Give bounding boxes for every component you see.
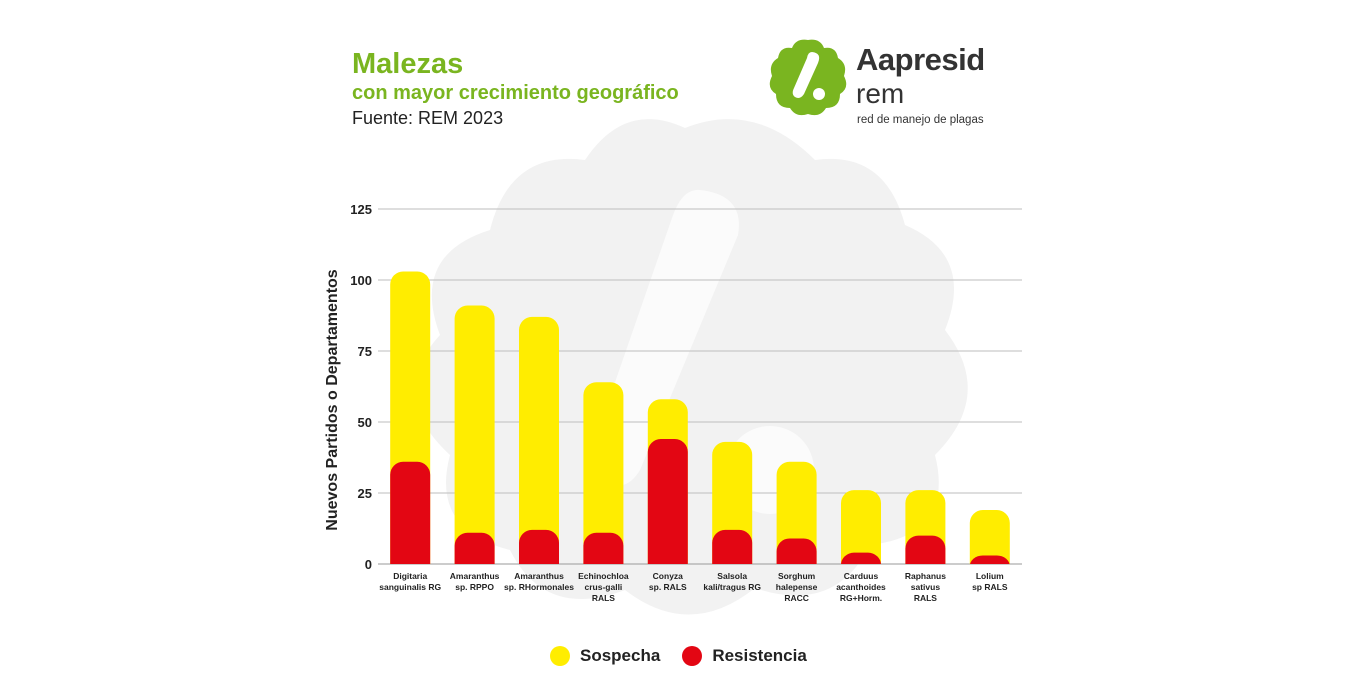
y-tick-label: 50 [358, 415, 372, 430]
bar-resistencia [841, 552, 881, 564]
y-tick-label: 0 [365, 557, 372, 572]
bar-sospecha [519, 316, 559, 564]
bar-resistencia [454, 532, 495, 564]
chart-source: Fuente: REM 2023 [352, 108, 504, 128]
aapresid-logo-icon [769, 39, 847, 116]
x-tick-label: Digitaria sanguinalis RG [379, 571, 441, 592]
x-tick-label: Raphanus sativus RALS [905, 571, 946, 603]
chart-title: Malezas [352, 48, 464, 80]
legend-label-sospecha: Sospecha [580, 646, 661, 665]
logo-name: Aapresid [856, 42, 985, 77]
y-tick-label: 100 [350, 273, 372, 288]
x-tick-label: Sorghum halepense RACC [776, 571, 818, 603]
legend: Sospecha Resistencia [550, 646, 829, 666]
bar-sospecha [583, 382, 624, 564]
y-axis-label: Nuevos Partidos o Departamentos [324, 269, 341, 531]
x-tick-label: Lolium sp RALS [972, 571, 1008, 592]
x-tick-label: Conyza sp. RALS [649, 571, 687, 592]
y-tick-label: 125 [350, 202, 372, 217]
bars [390, 271, 1010, 564]
bar-resistencia [905, 535, 946, 564]
bar-resistencia [647, 439, 688, 564]
aapresid-rem-logo: Aapresid rem red de manejo de plagas [768, 38, 998, 128]
legend-swatch-resistencia [682, 646, 703, 666]
x-tick-label: Amaranthus sp. RHormonales [504, 571, 574, 592]
bar-sospecha [841, 490, 881, 564]
bar-sospecha [776, 461, 817, 564]
x-tick-label: Echinochloa crus-galli RALS [578, 571, 629, 603]
bar-resistencia [519, 529, 559, 564]
legend-label-resistencia: Resistencia [712, 646, 807, 665]
bar-resistencia [390, 461, 431, 564]
y-tick-label: 75 [358, 344, 372, 359]
chart-subtitle: con mayor crecimiento geográfico [352, 82, 679, 104]
x-tick-label: Carduus acanthoides RG+Horm. [836, 571, 886, 603]
legend-item-resistencia: Resistencia [682, 646, 807, 666]
x-tick-label: Salsola kali/tragus RG [703, 571, 761, 592]
logo-tagline: red de manejo de plagas [857, 114, 984, 126]
bar-resistencia [776, 538, 817, 564]
bar-resistencia [970, 555, 1010, 564]
bar-sospecha [969, 510, 1010, 564]
y-axis-ticks: 0 25 50 75 100 125 [350, 202, 372, 572]
y-tick-label: 25 [358, 486, 372, 501]
x-tick-label: Amaranthus sp. RPPO [450, 571, 500, 592]
bar-resistencia [712, 529, 753, 564]
legend-swatch-sospecha [550, 646, 570, 666]
bar-sospecha [454, 305, 495, 564]
bar-resistencia [583, 532, 624, 564]
x-axis-labels: Digitaria sanguinalis RG Amaranthus sp. RPP… [379, 571, 1008, 603]
logo-sub: rem [856, 78, 905, 109]
legend-item-sospecha: Sospecha [550, 646, 660, 666]
